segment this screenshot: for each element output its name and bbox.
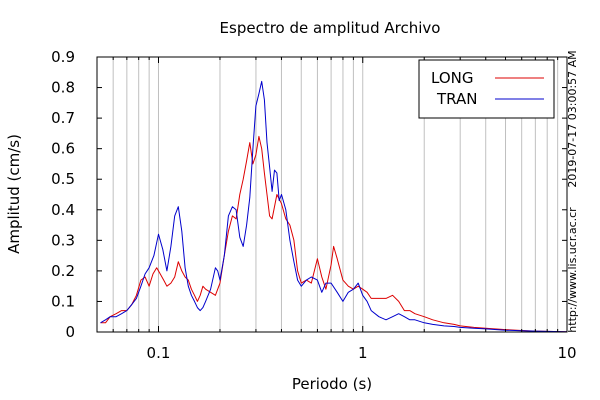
plot-frame xyxy=(96,56,568,333)
y-axis-label: Amplitud (cm/s) xyxy=(5,134,23,254)
tick-labels: 0 0.1 0.2 0.3 0.4 0.5 0.6 0.7 0.8 0.9 0.1 1 10 xyxy=(51,48,576,362)
y-tick-label: 0.4 xyxy=(51,201,75,219)
x-tick-label: 10 xyxy=(557,344,576,362)
y-tick-label: 0.6 xyxy=(51,140,75,158)
y-tick-label: 0.2 xyxy=(51,262,75,280)
y-tick-label: 0.7 xyxy=(51,109,75,127)
y-tick-label: 0.8 xyxy=(51,79,75,97)
y-tick-label: 0.9 xyxy=(51,48,75,66)
x-tick-label: 1 xyxy=(358,344,368,362)
axis-ticks xyxy=(96,56,568,333)
y-tick-label: 0.1 xyxy=(51,292,75,310)
x-tick-label: 0.1 xyxy=(147,344,171,362)
chart-title: Espectro de amplitud Archivo xyxy=(220,19,441,37)
legend-box xyxy=(418,59,555,119)
y-tick-label: 0 xyxy=(65,323,75,341)
legend-label-tran: TRAN xyxy=(436,90,477,108)
y-tick-label: 0.5 xyxy=(51,170,75,188)
y-tick-label: 0.3 xyxy=(51,231,75,249)
x-axis-label: Periodo (s) xyxy=(292,375,372,393)
series-lines xyxy=(100,80,568,333)
legend-label-long: LONG xyxy=(431,69,473,87)
url-text: http://www.lis.ucr.ac.cr xyxy=(566,207,579,333)
series-line-long xyxy=(100,135,568,333)
timestamp-text: 2019-07-17 03:00:57 AM xyxy=(566,50,579,187)
legend: LONG TRAN xyxy=(418,59,555,119)
series-line-tran xyxy=(100,80,568,333)
grid-lines xyxy=(96,57,568,332)
